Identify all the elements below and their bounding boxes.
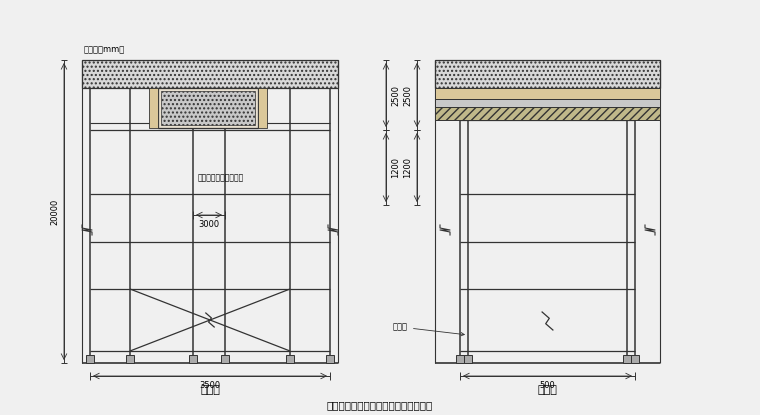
Text: 20000: 20000 [50,198,59,225]
Text: 500: 500 [540,381,556,390]
Text: 3000: 3000 [198,220,220,229]
Text: 断面图: 断面图 [200,385,220,395]
Bar [631,355,639,363]
Bar [435,60,660,88]
Bar [149,88,158,128]
Text: 多根承重立杆，木方支撑垂直于梁截面: 多根承重立杆，木方支撑垂直于梁截面 [327,400,433,410]
Text: 2500: 2500 [403,85,412,105]
Text: 多道承重立杆图中省略: 多道承重立杆图中省略 [198,173,244,182]
Text: 2500: 2500 [391,85,400,105]
Bar [435,88,660,99]
Bar [82,60,338,88]
Bar [326,355,334,363]
Bar [126,355,134,363]
Text: 1200: 1200 [391,157,400,178]
Bar [464,355,472,363]
Bar [435,107,660,120]
Bar [435,99,660,107]
Bar [86,355,94,363]
Bar [286,355,294,363]
Bar [221,355,229,363]
Bar [161,91,255,125]
Text: 3500: 3500 [199,381,220,390]
Text: 侧面图: 侧面图 [537,385,557,395]
Text: 双立杆: 双立杆 [393,322,464,336]
Bar [158,88,258,128]
Bar [258,88,267,128]
Bar [189,355,197,363]
Text: 1200: 1200 [403,157,412,178]
Bar [456,355,464,363]
Bar [623,355,631,363]
Text: 单位：（mm）: 单位：（mm） [84,45,125,54]
